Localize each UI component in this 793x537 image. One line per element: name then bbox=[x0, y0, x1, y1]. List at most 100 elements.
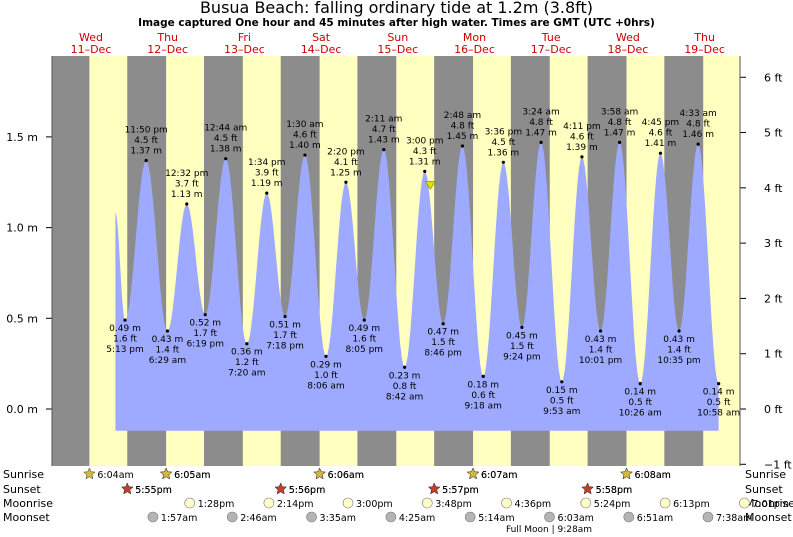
high-tide-label: 1.43 m bbox=[368, 136, 400, 146]
high-tide-label: 1.39 m bbox=[566, 143, 598, 153]
high-tide-label: 12:32 pm bbox=[165, 169, 208, 179]
high-tide-label: 4.8 ft bbox=[451, 121, 475, 131]
sunset-icon bbox=[120, 482, 134, 495]
high-tide-point bbox=[423, 169, 427, 173]
high-tide-label: 4:11 pm bbox=[563, 122, 601, 132]
sunrise-time: 6:08am bbox=[635, 470, 671, 481]
y-tick-label-right: 3 ft bbox=[764, 237, 783, 250]
moonset-icon bbox=[623, 511, 635, 523]
y-tick-label-right: 0 ft bbox=[764, 403, 783, 416]
low-tide-point bbox=[203, 313, 207, 317]
sunrise-time: 6:07am bbox=[481, 470, 517, 481]
moonset-icon bbox=[147, 511, 159, 523]
high-tide-label: 4.6 ft bbox=[649, 129, 673, 139]
low-tide-label: 7:18 pm bbox=[266, 341, 304, 351]
high-tide-label: 3:58 am bbox=[601, 107, 638, 117]
high-tide-label: 1.46 m bbox=[682, 130, 714, 140]
moonrise-icon bbox=[501, 497, 512, 509]
high-tide-label: 1.41 m bbox=[645, 139, 677, 149]
low-tide-label: 1.5 ft bbox=[510, 342, 534, 352]
day-date-label: 16–Dec bbox=[454, 43, 495, 56]
day-weekday-label: Sun bbox=[387, 31, 408, 44]
sunrise-icon bbox=[620, 467, 633, 480]
low-tide-label: 0.49 m bbox=[109, 324, 141, 334]
day-weekday-label: Thu bbox=[693, 31, 715, 44]
high-tide-label: 2:48 am bbox=[444, 111, 481, 121]
sunrise-time: 6:06am bbox=[328, 470, 364, 481]
sunrise-icon bbox=[466, 467, 480, 480]
low-tide-label: 7:20 am bbox=[228, 369, 265, 379]
high-tide-point bbox=[224, 157, 228, 161]
low-tide-label: 0.14 m bbox=[624, 388, 656, 398]
low-tide-point bbox=[123, 318, 127, 322]
low-tide-point bbox=[598, 329, 603, 333]
high-tide-point bbox=[501, 160, 505, 164]
low-tide-point bbox=[717, 382, 721, 386]
low-tide-label: 0.49 m bbox=[348, 324, 380, 334]
y-tick-label-left: 0.0 m bbox=[6, 403, 38, 416]
moonrise-time: 6:13pm bbox=[673, 499, 710, 510]
moonset-icon bbox=[544, 511, 555, 523]
low-tide-label: 0.5 ft bbox=[550, 396, 574, 406]
low-tide-label: 0.36 m bbox=[231, 348, 263, 358]
sunset-time: 5:55pm bbox=[135, 485, 172, 496]
low-tide-label: 0.52 m bbox=[189, 319, 221, 329]
moonrise-time: 5:24pm bbox=[594, 499, 631, 510]
low-tide-label: 1.7 ft bbox=[193, 329, 217, 339]
high-tide-label: 4.8 ft bbox=[608, 118, 632, 128]
moonset-time: 6:03am bbox=[558, 513, 594, 524]
moonset-time: 7:38am bbox=[716, 513, 752, 524]
moonset-icon bbox=[226, 511, 238, 523]
sunset-time: 5:56pm bbox=[289, 485, 326, 496]
day-date-label: 12–Dec bbox=[147, 43, 188, 56]
low-tide-label: 0.5 ft bbox=[628, 398, 652, 408]
high-tide-label: 3:36 pm bbox=[485, 127, 523, 137]
high-tide-label: 1:34 pm bbox=[248, 158, 286, 168]
low-tide-label: 9:53 am bbox=[543, 407, 580, 417]
low-tide-label: 0.43 m bbox=[663, 335, 695, 345]
low-tide-point bbox=[481, 374, 485, 378]
high-tide-label: 12:44 am bbox=[204, 124, 247, 134]
row-label-right: Moonset bbox=[745, 511, 792, 524]
sunset-time: 5:55pm bbox=[135, 485, 172, 496]
low-tide-label: 9:18 am bbox=[465, 401, 502, 411]
moonset-time: 2:46am bbox=[240, 513, 276, 524]
sunrise-time: 6:05am bbox=[174, 470, 210, 481]
moonset-time: 6:51am bbox=[637, 513, 673, 524]
high-tide-label: 1.19 m bbox=[251, 179, 283, 189]
sunrise-icon bbox=[159, 467, 173, 480]
moonset-time: 3:35am bbox=[320, 513, 356, 524]
low-tide-point bbox=[324, 354, 328, 358]
day-date-label: 18–Dec bbox=[608, 43, 649, 56]
high-tide-point bbox=[185, 202, 189, 206]
high-tide-label: 1.45 m bbox=[447, 132, 479, 142]
moonset-icon bbox=[306, 511, 317, 523]
low-tide-label: 0.43 m bbox=[152, 335, 184, 345]
high-tide-point bbox=[539, 140, 543, 144]
day-weekday-label: Sat bbox=[312, 31, 331, 44]
high-tide-label: 1.13 m bbox=[171, 190, 203, 200]
high-tide-label: 4.5 ft bbox=[491, 138, 515, 148]
tide-water-area bbox=[115, 142, 719, 431]
high-tide-point bbox=[344, 180, 348, 184]
day-weekday-label: Tue bbox=[541, 31, 561, 44]
row-label-left: Moonset bbox=[3, 511, 50, 524]
day-weekday-label: Fri bbox=[238, 31, 251, 44]
low-tide-label: 0.23 m bbox=[389, 371, 421, 381]
high-tide-label: 1.47 m bbox=[525, 128, 557, 138]
high-tide-point bbox=[617, 140, 622, 144]
low-tide-label: 8:46 pm bbox=[424, 349, 462, 359]
high-tide-label: 3:24 am bbox=[522, 107, 559, 117]
day-date-label: 13–Dec bbox=[224, 43, 265, 56]
high-tide-label: 4.5 ft bbox=[134, 136, 158, 146]
high-tide-point bbox=[144, 158, 148, 163]
moonrise-time: 2:14pm bbox=[277, 499, 314, 510]
high-tide-point bbox=[460, 144, 465, 148]
low-tide-label: 0.47 m bbox=[427, 328, 459, 338]
moonrise-icon bbox=[263, 497, 275, 509]
low-tide-label: 8:06 am bbox=[307, 381, 344, 391]
high-tide-point bbox=[580, 155, 584, 159]
day-date-label: 14–Dec bbox=[301, 43, 342, 56]
day-date-label: 19–Dec bbox=[684, 43, 725, 56]
low-tide-label: 0.43 m bbox=[585, 335, 617, 345]
